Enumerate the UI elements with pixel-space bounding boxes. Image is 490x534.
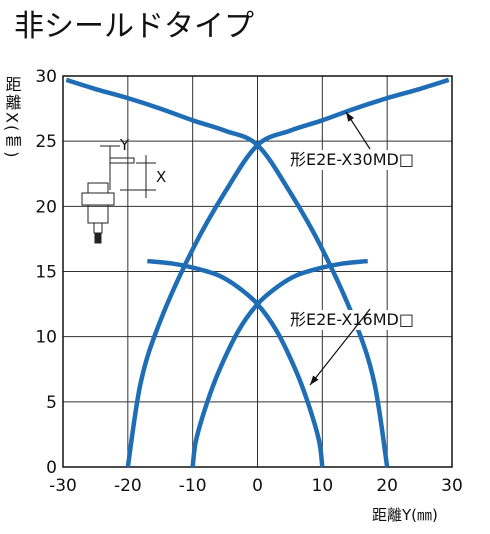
annotation: 形E2E-X16MD□ [290, 310, 414, 329]
x-tick-label: 20 [376, 476, 398, 496]
x-tick-label: -10 [179, 476, 207, 496]
y-tick-label: 10 [35, 328, 57, 348]
x-tick-label: 10 [312, 476, 334, 496]
x-axis-label: 距離Y(㎜) [372, 506, 438, 524]
y-tick-label: 20 [35, 197, 57, 217]
y-tick-label: 30 [35, 67, 57, 87]
annotation-arrowhead [310, 375, 319, 385]
y-tick-label: 25 [35, 132, 57, 152]
x-tick-label: 0 [252, 476, 263, 496]
y-tick-label: 0 [46, 458, 57, 478]
annotation: 形E2E-X30MD□ [290, 150, 414, 169]
annotation-arrow [309, 308, 371, 386]
y-tick-label: 5 [46, 393, 57, 413]
curve [65, 77, 390, 468]
x-tick-label: -20 [114, 476, 142, 496]
annotation-arrowhead [346, 112, 354, 122]
chart-title: 非シールドタイプ [14, 9, 254, 44]
sensor-inset [81, 145, 156, 244]
curve [125, 77, 450, 468]
inset-label: X [156, 168, 166, 186]
annotation-bg [288, 310, 438, 330]
y-tick-label: 15 [35, 263, 57, 283]
plot-frame [62, 75, 453, 468]
curve [190, 258, 368, 468]
y-axis-label: 距離X(㎜) [3, 76, 22, 159]
x-tick-label: -30 [49, 476, 77, 496]
annotation-bg [288, 150, 438, 170]
x-tick-label: 30 [441, 476, 463, 496]
inset-label: Y [119, 136, 130, 154]
